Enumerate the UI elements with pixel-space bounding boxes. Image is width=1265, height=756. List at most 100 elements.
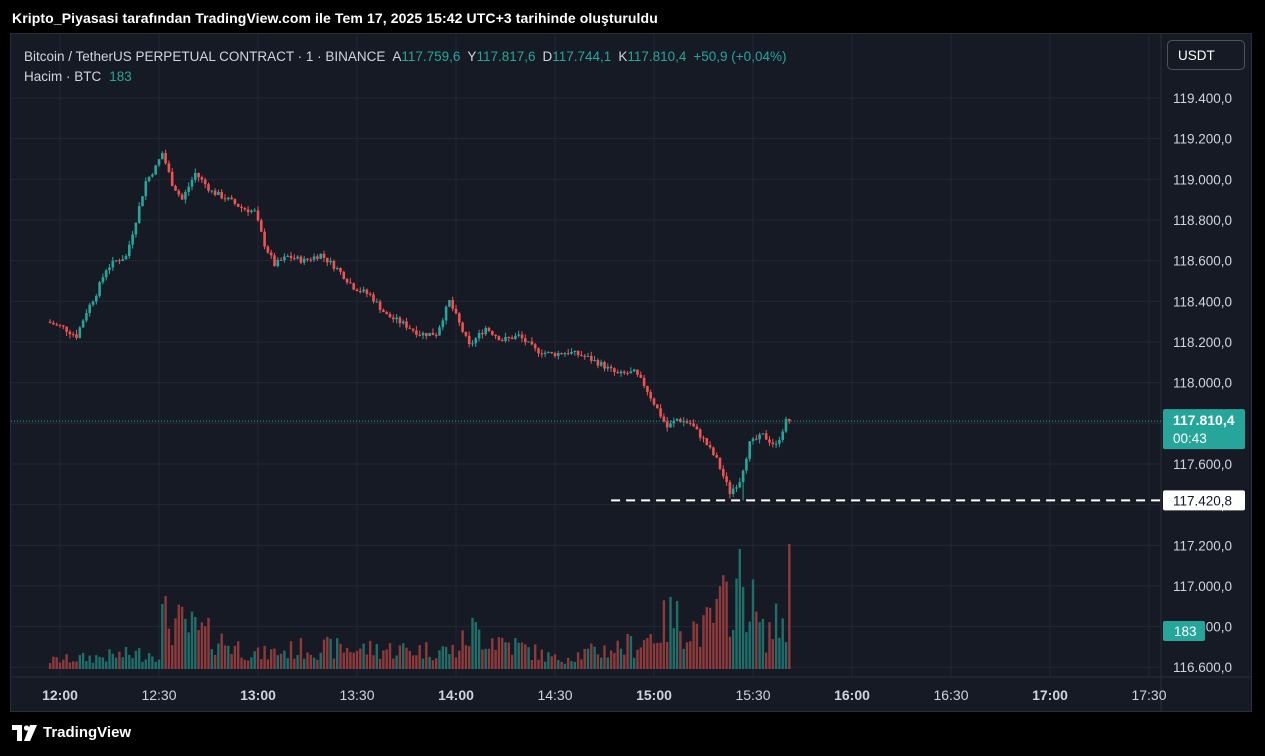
volume-bar bbox=[510, 654, 514, 669]
candle-body bbox=[603, 362, 606, 369]
candle-body bbox=[395, 317, 398, 320]
price-chart[interactable]: 119.400,0 119.200,0 119.000,0 118.800,0 118.… bbox=[11, 34, 1251, 711]
candle-body bbox=[52, 322, 55, 325]
candle-body bbox=[227, 197, 230, 200]
volume-bar bbox=[197, 630, 200, 669]
candle-body bbox=[672, 420, 676, 424]
volume-bar bbox=[448, 654, 451, 669]
volume-bar bbox=[177, 604, 180, 669]
candle-body bbox=[731, 488, 735, 495]
volume-bar bbox=[95, 655, 98, 669]
tradingview-logo[interactable]: TradingView bbox=[12, 724, 131, 741]
candle-body bbox=[144, 181, 148, 197]
candle-body bbox=[464, 331, 468, 336]
volume-bar bbox=[738, 548, 741, 669]
volume-bar bbox=[613, 652, 616, 669]
candle-body bbox=[253, 210, 256, 212]
candle-body bbox=[220, 191, 223, 199]
candle-body bbox=[553, 353, 557, 357]
volume-bar bbox=[715, 598, 718, 669]
candle-body bbox=[101, 277, 105, 283]
volume-bar bbox=[520, 642, 524, 669]
candle-body bbox=[458, 313, 461, 323]
volume-bar bbox=[118, 651, 121, 669]
volume-bar bbox=[712, 622, 715, 669]
volume-bar bbox=[771, 639, 774, 669]
candle-body bbox=[355, 289, 359, 292]
volume-bar bbox=[689, 641, 692, 669]
currency-button[interactable]: USDT bbox=[1167, 40, 1245, 70]
candle-body bbox=[339, 267, 342, 272]
volume-bar bbox=[352, 652, 355, 669]
volume-bar bbox=[52, 656, 55, 669]
volume-bar bbox=[329, 638, 332, 669]
volume-bar bbox=[514, 638, 517, 669]
volume-bar bbox=[603, 645, 606, 669]
volume-badge-value: 183 bbox=[1174, 624, 1197, 639]
candle-body bbox=[702, 437, 705, 439]
volume-bar bbox=[141, 661, 144, 669]
volume-bar bbox=[395, 655, 398, 669]
volume-bar bbox=[699, 646, 702, 669]
volume-bar bbox=[303, 658, 306, 669]
candle-body bbox=[260, 220, 263, 232]
candle-body bbox=[118, 260, 121, 262]
chart-panel[interactable]: 119.400,0 119.200,0 119.000,0 118.800,0 118.… bbox=[10, 33, 1252, 712]
x-tick-label: 13:00 bbox=[240, 687, 276, 703]
symbol-title[interactable]: Bitcoin / TetherUS PERPETUAL CONTRACT · … bbox=[24, 48, 386, 64]
volume-bar bbox=[781, 618, 784, 669]
x-tick-label: 13:30 bbox=[339, 687, 374, 703]
y-tick-label: 119.200,0 bbox=[1173, 132, 1232, 147]
volume-bar bbox=[682, 648, 685, 669]
volume-bar bbox=[741, 587, 745, 669]
candle-body bbox=[81, 320, 85, 328]
volume-bar bbox=[105, 661, 108, 669]
volume-bar bbox=[48, 663, 52, 669]
x-tick-label: 17:00 bbox=[1032, 687, 1068, 703]
candle-body bbox=[755, 438, 758, 440]
volume-bar bbox=[623, 654, 626, 669]
volume-bar bbox=[286, 658, 289, 669]
volume-bar bbox=[85, 661, 88, 669]
candle-body bbox=[761, 433, 765, 435]
brand-name: TradingView bbox=[43, 724, 132, 741]
volume-bar bbox=[537, 659, 540, 669]
candle-body bbox=[151, 174, 154, 177]
candle-body bbox=[461, 322, 464, 332]
candle-body bbox=[547, 351, 550, 353]
volume-bar bbox=[504, 642, 507, 669]
candle-body bbox=[316, 256, 319, 259]
candle-body bbox=[599, 362, 603, 366]
volume-bar bbox=[270, 649, 273, 669]
candle-body bbox=[725, 476, 728, 483]
volume-bar bbox=[758, 622, 761, 669]
candle-body bbox=[543, 352, 547, 355]
volume-bar bbox=[266, 659, 270, 669]
volume-bar bbox=[497, 637, 501, 669]
volume-bar bbox=[180, 606, 184, 669]
x-tick-label: 12:00 bbox=[42, 687, 78, 703]
volume-bar bbox=[253, 651, 256, 669]
volume-bar bbox=[293, 658, 296, 669]
volume-bar bbox=[656, 643, 659, 669]
candle-body bbox=[646, 385, 649, 393]
candle-body bbox=[388, 314, 392, 318]
candle-body bbox=[137, 206, 141, 223]
volume-bar bbox=[128, 654, 131, 669]
candle-body bbox=[180, 194, 184, 200]
volume-bar bbox=[161, 604, 164, 669]
candle-body bbox=[695, 426, 699, 430]
candle-body bbox=[279, 259, 283, 261]
volume-bar bbox=[385, 649, 388, 669]
candle-body bbox=[596, 359, 600, 366]
volume-bar bbox=[567, 657, 570, 669]
volume-bar bbox=[316, 659, 319, 669]
volume-label[interactable]: Hacim · BTC bbox=[24, 68, 102, 84]
volume-bar bbox=[263, 645, 266, 669]
candle-body bbox=[250, 210, 253, 213]
candle-body bbox=[121, 259, 124, 262]
volume-bar bbox=[576, 652, 580, 669]
volume-bar bbox=[583, 648, 586, 669]
change-value: +50,9 (+0,04%) bbox=[693, 48, 787, 64]
candle-body bbox=[428, 332, 431, 337]
